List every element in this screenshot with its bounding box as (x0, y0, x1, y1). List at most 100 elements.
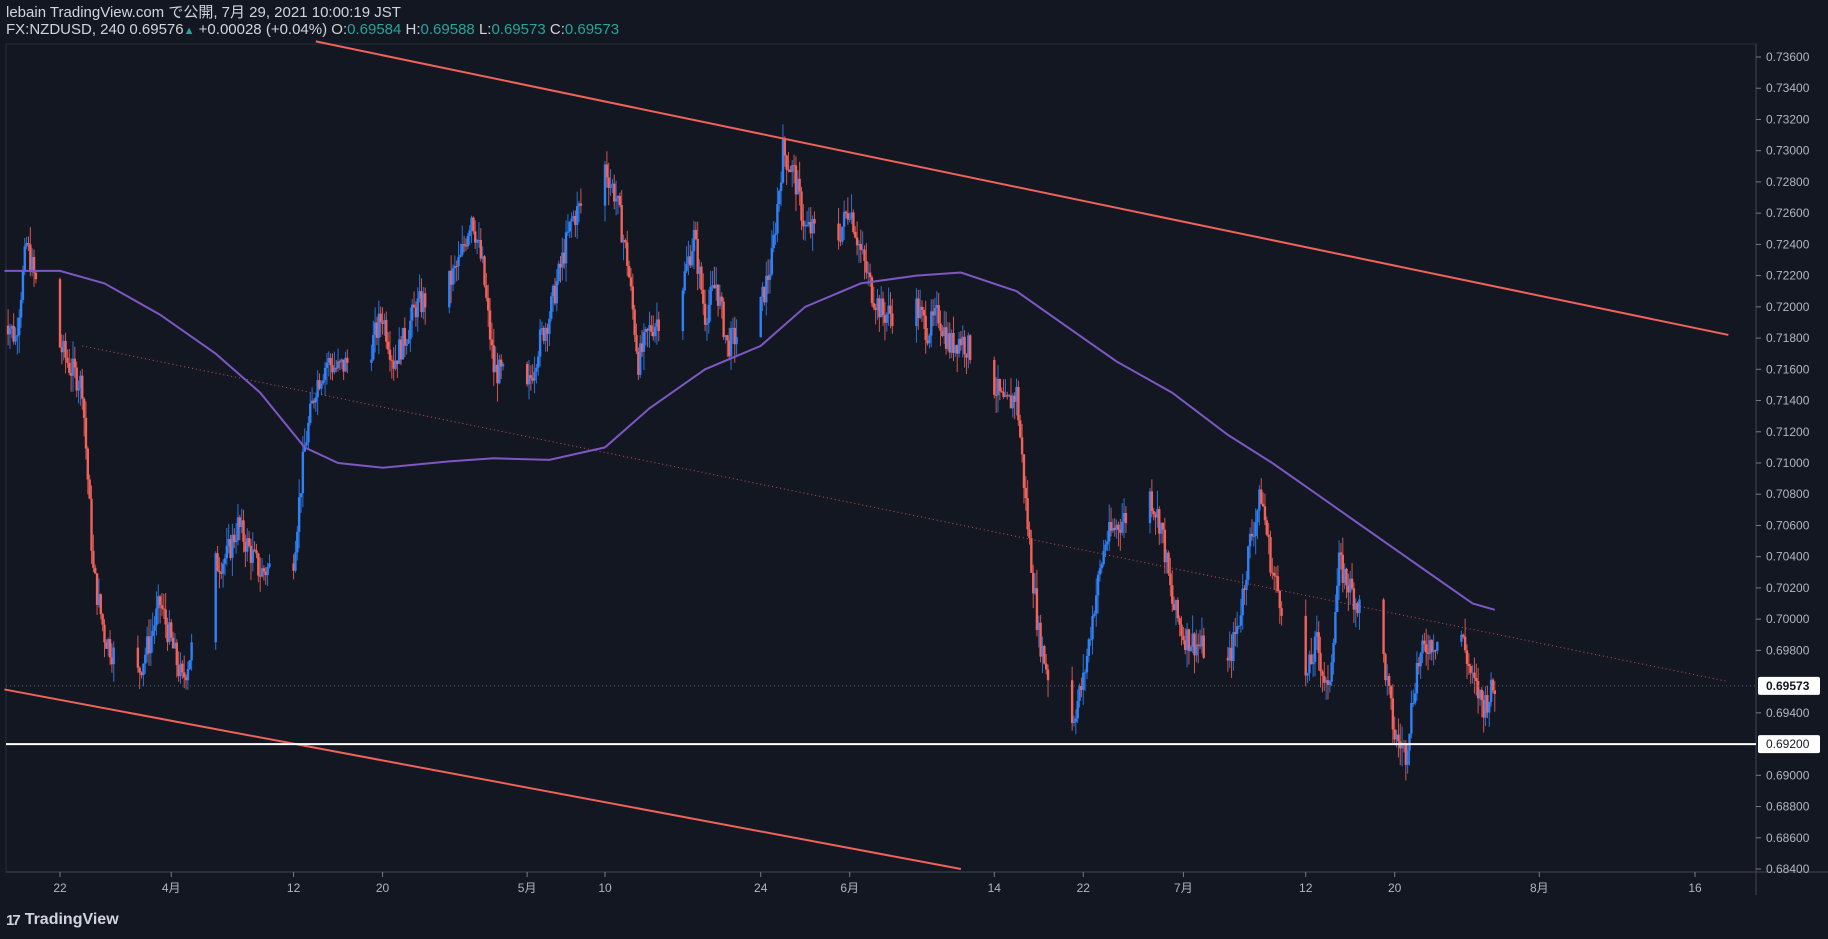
candle-body (468, 230, 471, 237)
candle-body (423, 293, 427, 308)
candle-body (839, 240, 842, 242)
candle-body (1491, 679, 1495, 691)
candle-body (1044, 663, 1048, 670)
support-price-label: 0.69200 (1766, 737, 1810, 751)
candle-body (147, 636, 151, 654)
candle-body (1306, 673, 1309, 676)
candle-body (579, 203, 583, 206)
candle-body (844, 211, 848, 214)
candle-body (377, 313, 381, 338)
candle-body (792, 165, 796, 167)
candle-body (1198, 645, 1202, 647)
tradingview-logo[interactable]: 17 TradingView (6, 909, 119, 931)
change-text: +0.00028 (+0.04%) (198, 21, 328, 38)
candle-body (1087, 639, 1091, 656)
candle-body (650, 325, 653, 332)
candle-body (309, 403, 312, 423)
candle-body (218, 570, 221, 573)
time-tick-label: 20 (1388, 881, 1402, 895)
moving-average-line (4, 269, 1496, 611)
candle-body (1417, 662, 1420, 667)
candle-body (694, 229, 698, 239)
candle-body (568, 221, 571, 232)
candle-body (848, 218, 851, 220)
candle-body (527, 375, 531, 385)
candle-body (1271, 572, 1274, 574)
candle-body (553, 285, 557, 304)
time-tick-label: 7月 (1174, 881, 1193, 895)
candle-body (1037, 622, 1040, 631)
candle-body (802, 220, 805, 227)
support-price-box (1758, 735, 1820, 754)
candle-body (1265, 520, 1268, 535)
time-axis[interactable]: 22 4月 12 20 5月 10 24 6月 14 22 7月 12 20 8月 16 (53, 872, 1702, 895)
candle-body (681, 290, 685, 332)
candle-body (171, 637, 175, 649)
candle-body (689, 256, 692, 266)
candle-body (1347, 585, 1350, 593)
candle-body (158, 596, 162, 606)
candle-body (781, 139, 785, 183)
candle-body (457, 256, 460, 267)
candle-body (1006, 395, 1009, 397)
candle-body (255, 550, 258, 554)
candle-body (1178, 618, 1181, 625)
tradingview-logo-icon: 17 (6, 911, 21, 929)
price-tick-label: 0.71600 (1766, 362, 1810, 376)
candle-body (1239, 615, 1243, 626)
candle-body (944, 327, 948, 349)
price-tick-label: 0.69400 (1766, 706, 1810, 720)
candle-body (529, 375, 533, 378)
candle-body (455, 265, 458, 267)
price-tick-label: 0.72000 (1766, 300, 1810, 314)
candle-body (644, 328, 647, 333)
candle-body (639, 343, 642, 375)
candle-body (1423, 640, 1426, 645)
candle-body (1156, 509, 1159, 518)
candle-body (941, 330, 944, 336)
candle-body (783, 139, 787, 156)
candle-body (640, 343, 644, 352)
candle-body (186, 669, 190, 681)
price-tick-label: 0.73200 (1766, 112, 1810, 126)
candle-body (112, 647, 115, 665)
candle-body (577, 203, 581, 206)
candle-body (262, 568, 266, 572)
candle-body (1315, 632, 1319, 637)
candle-body (707, 304, 711, 323)
time-tick-label: 8月 (1530, 881, 1549, 895)
candle-body (1043, 645, 1046, 664)
candle-body (613, 183, 616, 202)
candle-body (626, 242, 629, 266)
price-axis[interactable]: 0.73600 0.73400 0.73200 0.73000 0.72800 0.726… (1756, 50, 1820, 876)
candle-body (952, 332, 955, 354)
candle-body (244, 541, 247, 552)
candle-body (1421, 640, 1424, 654)
candle-body (188, 660, 191, 670)
candle-body (16, 335, 19, 337)
candle-body (551, 285, 555, 297)
logo-text: TradingView (24, 911, 119, 928)
candle-body (1324, 680, 1328, 683)
candle-body (23, 246, 26, 271)
high-value: 0.69588 (420, 21, 475, 38)
channel-upper-line (315, 40, 1729, 336)
candle-body (1202, 635, 1205, 658)
candle-body (1261, 503, 1265, 507)
candle-body (778, 190, 781, 204)
candle-body (950, 332, 953, 353)
candle-body (483, 256, 486, 286)
candle-body (920, 306, 924, 311)
candle-body (264, 571, 267, 576)
candle-body (379, 313, 382, 323)
candle-body (105, 642, 108, 649)
candle-body (155, 608, 158, 626)
candle-body (242, 520, 245, 542)
candle-body (1391, 698, 1395, 730)
candle-body (563, 252, 566, 264)
candle-body (162, 608, 166, 610)
candle-body (1386, 675, 1389, 681)
candle-body (998, 379, 1002, 392)
candle-body (81, 375, 84, 399)
